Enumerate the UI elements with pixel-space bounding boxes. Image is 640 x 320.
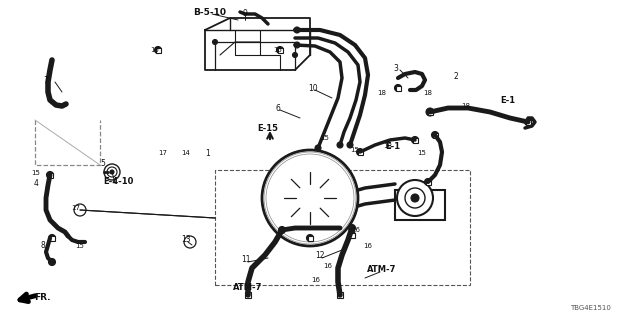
Text: 14: 14	[182, 150, 191, 156]
Circle shape	[525, 118, 531, 125]
Circle shape	[349, 231, 355, 238]
Text: 15: 15	[76, 243, 84, 249]
Circle shape	[347, 142, 353, 148]
Circle shape	[412, 137, 419, 143]
Circle shape	[186, 238, 194, 246]
Circle shape	[315, 145, 321, 151]
Text: 16: 16	[364, 243, 372, 249]
Circle shape	[266, 154, 354, 242]
Bar	[278, 47, 282, 52]
Text: 15: 15	[31, 170, 40, 176]
Circle shape	[284, 172, 337, 224]
Bar	[433, 132, 438, 138]
Circle shape	[47, 172, 54, 179]
Circle shape	[184, 236, 196, 248]
Circle shape	[77, 206, 83, 213]
Text: 7: 7	[44, 76, 49, 84]
Bar	[428, 109, 433, 115]
Bar	[47, 172, 52, 178]
Circle shape	[74, 204, 86, 216]
Text: E-4-10: E-4-10	[103, 177, 133, 186]
Text: 17: 17	[72, 205, 81, 211]
Bar	[215, 170, 470, 285]
Bar	[413, 138, 417, 142]
Text: 12: 12	[316, 252, 324, 260]
Bar	[337, 292, 343, 298]
Bar	[307, 236, 312, 241]
Circle shape	[154, 46, 161, 53]
Circle shape	[411, 194, 419, 202]
Text: 6: 6	[276, 103, 280, 113]
Text: 10: 10	[308, 84, 318, 92]
Text: 4: 4	[33, 179, 38, 188]
Text: 3: 3	[394, 63, 399, 73]
Circle shape	[426, 108, 434, 116]
Text: 15: 15	[321, 135, 330, 141]
Circle shape	[104, 164, 120, 180]
Circle shape	[305, 193, 315, 203]
Text: E-15: E-15	[257, 124, 278, 132]
Text: 17: 17	[159, 150, 168, 156]
Text: ATM-7: ATM-7	[367, 266, 397, 275]
Text: 2: 2	[454, 71, 458, 81]
Text: 18: 18	[461, 103, 470, 109]
Text: 5: 5	[100, 158, 106, 167]
Text: 15: 15	[351, 147, 360, 153]
Circle shape	[264, 152, 356, 244]
Text: 15: 15	[150, 47, 159, 53]
Circle shape	[294, 42, 300, 48]
Circle shape	[212, 39, 218, 44]
Circle shape	[268, 156, 352, 240]
Circle shape	[278, 227, 285, 234]
Text: ATM-7: ATM-7	[234, 283, 262, 292]
Circle shape	[394, 84, 401, 92]
Bar	[525, 119, 531, 124]
Bar	[395, 190, 445, 220]
Bar	[245, 292, 251, 298]
Text: 15: 15	[273, 47, 282, 53]
Text: 15: 15	[417, 150, 426, 156]
Circle shape	[294, 27, 300, 33]
Text: TBG4E1510: TBG4E1510	[570, 305, 611, 311]
Text: E-1: E-1	[385, 141, 401, 150]
Circle shape	[262, 150, 358, 246]
Bar	[426, 180, 431, 185]
Circle shape	[307, 235, 314, 242]
Text: B-5-10: B-5-10	[193, 7, 227, 17]
Circle shape	[424, 179, 431, 186]
Text: 18: 18	[424, 90, 433, 96]
Circle shape	[110, 170, 114, 174]
Circle shape	[49, 259, 56, 266]
Text: 11: 11	[241, 255, 251, 265]
Circle shape	[49, 235, 56, 242]
Circle shape	[431, 132, 438, 139]
Circle shape	[296, 184, 324, 212]
Circle shape	[337, 142, 343, 148]
Bar	[49, 236, 54, 241]
Text: 9: 9	[243, 9, 248, 18]
Circle shape	[405, 188, 425, 208]
Text: 8: 8	[40, 242, 45, 251]
Circle shape	[397, 180, 433, 216]
Bar	[156, 47, 161, 52]
Circle shape	[107, 167, 117, 177]
Circle shape	[292, 52, 298, 58]
Circle shape	[276, 46, 284, 53]
Bar	[358, 149, 362, 155]
Text: 13: 13	[181, 236, 191, 244]
Text: FR.: FR.	[34, 293, 51, 302]
Text: E-1: E-1	[500, 95, 516, 105]
Text: 16: 16	[312, 277, 321, 283]
Bar	[396, 85, 401, 91]
Bar	[349, 233, 355, 237]
Text: 18: 18	[378, 90, 387, 96]
Text: 16: 16	[323, 263, 333, 269]
Text: 16: 16	[351, 227, 360, 233]
Circle shape	[349, 225, 355, 231]
Text: 18: 18	[383, 143, 392, 149]
Text: 1: 1	[205, 148, 211, 157]
Circle shape	[356, 148, 364, 156]
